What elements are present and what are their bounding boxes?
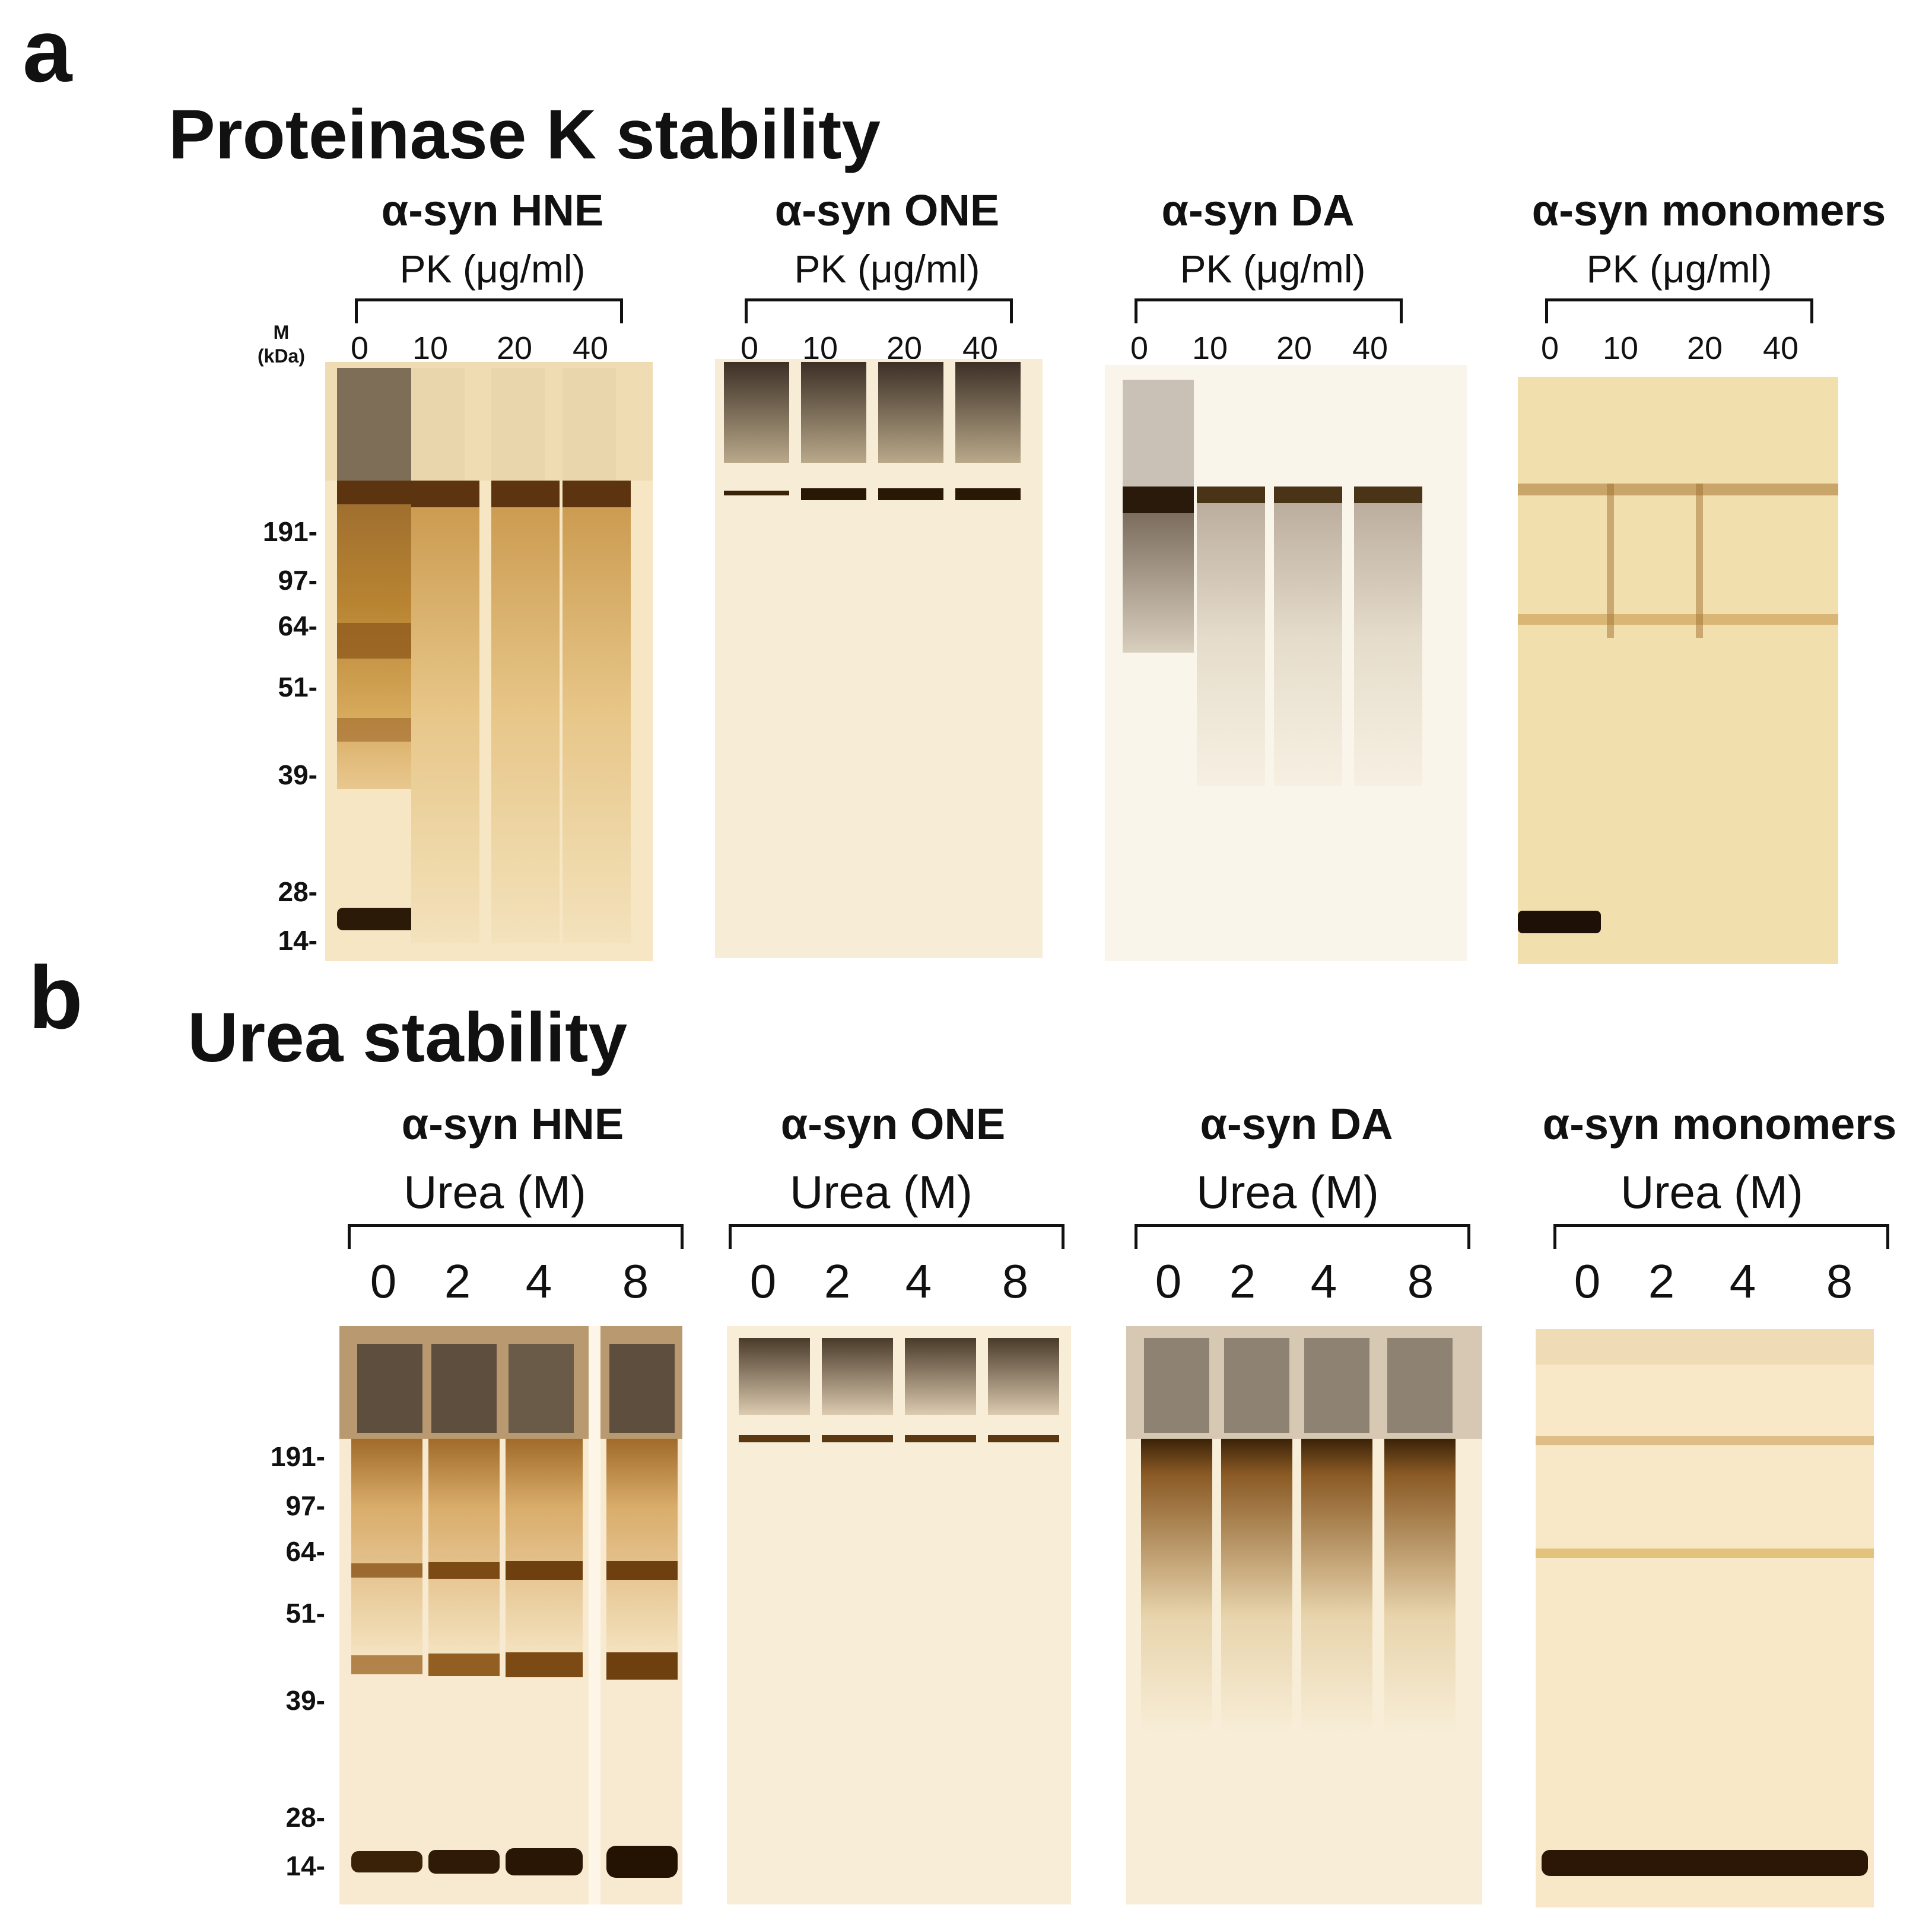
- gel-b3-lane-1: 2: [1229, 1255, 1256, 1308]
- gel-a1-bracket: [355, 298, 623, 323]
- gel-a1-image: [325, 362, 653, 961]
- marker-a-51: 51-: [278, 672, 317, 702]
- gel-b2-treatment: Urea (M): [790, 1166, 973, 1218]
- gel-a4-lane-1: 10: [1602, 330, 1639, 366]
- marker-b-51: 51-: [285, 1598, 325, 1629]
- gel-b1-lane-0: 0: [370, 1255, 397, 1308]
- gel-b1-lane-1: 2: [444, 1255, 471, 1308]
- gel-b1-treatment: Urea (M): [403, 1166, 586, 1218]
- panel-b-title: Urea stability: [188, 999, 628, 1077]
- gel-b4-lane-3: 8: [1826, 1255, 1853, 1308]
- marker-a-64: 64-: [278, 611, 317, 641]
- gel-a3-lane-2: 20: [1276, 330, 1313, 366]
- gel-b2-lane-0: 0: [749, 1255, 777, 1308]
- marker-a-39: 39-: [278, 759, 317, 790]
- gel-a3-name: α-syn DA: [1161, 186, 1355, 235]
- marker-header-kda: (kDa): [257, 345, 305, 367]
- gel-b4-image: [1536, 1329, 1874, 1907]
- gel-a2-name: α-syn ONE: [774, 186, 1000, 235]
- gel-a3-image: [1105, 365, 1467, 961]
- gel-b2-bracket: [729, 1224, 1064, 1249]
- panel-b-letter: b: [28, 947, 83, 1047]
- gel-a3-treatment: PK (μg/ml): [1180, 247, 1366, 291]
- gel-a4-image: [1518, 377, 1838, 964]
- gel-b3-bracket: [1135, 1224, 1470, 1249]
- marker-a-28: 28-: [278, 876, 317, 907]
- gel-a1-lane-1: 10: [412, 330, 449, 366]
- gel-a4-name: α-syn monomers: [1531, 186, 1886, 235]
- gel-b4-lane-2: 4: [1729, 1255, 1756, 1308]
- gel-b1-lane-3: 8: [622, 1255, 649, 1308]
- marker-b-97: 97-: [285, 1490, 325, 1521]
- gel-b3-treatment: Urea (M): [1196, 1166, 1379, 1218]
- gel-a2-image: [715, 359, 1043, 958]
- marker-b-28: 28-: [285, 1802, 325, 1833]
- gel-b3-image: [1126, 1326, 1482, 1904]
- gel-a3-lane-3: 40: [1352, 330, 1388, 366]
- gel-b2-image: [727, 1326, 1071, 1904]
- marker-b-39: 39-: [285, 1685, 325, 1716]
- gel-b2-lane-1: 2: [824, 1255, 851, 1308]
- gel-b4-lane-0: 0: [1574, 1255, 1601, 1308]
- gel-a4-lane-2: 20: [1686, 330, 1723, 366]
- marker-b-64: 64-: [285, 1536, 325, 1567]
- gel-a1-treatment: PK (μg/ml): [399, 247, 586, 291]
- gel-b3-name: α-syn DA: [1200, 1099, 1393, 1149]
- gel-a3-bracket: [1135, 298, 1403, 323]
- gel-a4-lane-3: 40: [1762, 330, 1799, 366]
- gel-a2-bracket: [745, 298, 1013, 323]
- gel-b3-lane-0: 0: [1155, 1255, 1182, 1308]
- marker-a-14: 14-: [278, 925, 317, 956]
- gel-a3-lane-0: 0: [1130, 330, 1149, 366]
- marker-b-14: 14-: [285, 1850, 325, 1881]
- gel-b2-lane-2: 4: [905, 1255, 932, 1308]
- gel-a1-name: α-syn HNE: [381, 186, 604, 235]
- gel-a4-lane-0: 0: [1540, 330, 1559, 366]
- gel-b1-bracket: [348, 1224, 684, 1249]
- gel-a1-lane-2: 20: [496, 330, 533, 366]
- gel-a1-lane-3: 40: [572, 330, 609, 366]
- panel-a-title: Proteinase K stability: [169, 96, 881, 174]
- marker-b-191: 191-: [270, 1441, 325, 1472]
- gel-b1-name: α-syn HNE: [401, 1099, 624, 1149]
- panel-a-letter: a: [23, 1, 72, 100]
- gel-b3-lane-3: 8: [1407, 1255, 1434, 1308]
- gel-b4-lane-1: 2: [1648, 1255, 1675, 1308]
- gel-a4-treatment: PK (μg/ml): [1586, 247, 1772, 291]
- gel-b2-name: α-syn ONE: [780, 1099, 1006, 1149]
- gel-b2-lane-3: 8: [1002, 1255, 1029, 1308]
- gel-b1-lane-2: 4: [525, 1255, 552, 1308]
- marker-header-m: M: [273, 322, 290, 343]
- gel-b4-treatment: Urea (M): [1620, 1166, 1803, 1218]
- gel-b1-image: [339, 1326, 682, 1904]
- gel-a3-lane-1: 10: [1191, 330, 1228, 366]
- marker-a-97: 97-: [278, 565, 317, 596]
- gel-a1-lane-0: 0: [350, 330, 369, 366]
- gel-a4-bracket: [1545, 298, 1813, 323]
- gel-b4-name: α-syn monomers: [1542, 1099, 1897, 1149]
- marker-a-191: 191-: [262, 516, 317, 547]
- gel-a2-treatment: PK (μg/ml): [794, 247, 980, 291]
- gel-b3-lane-2: 4: [1310, 1255, 1337, 1308]
- gel-b4-bracket: [1553, 1224, 1889, 1249]
